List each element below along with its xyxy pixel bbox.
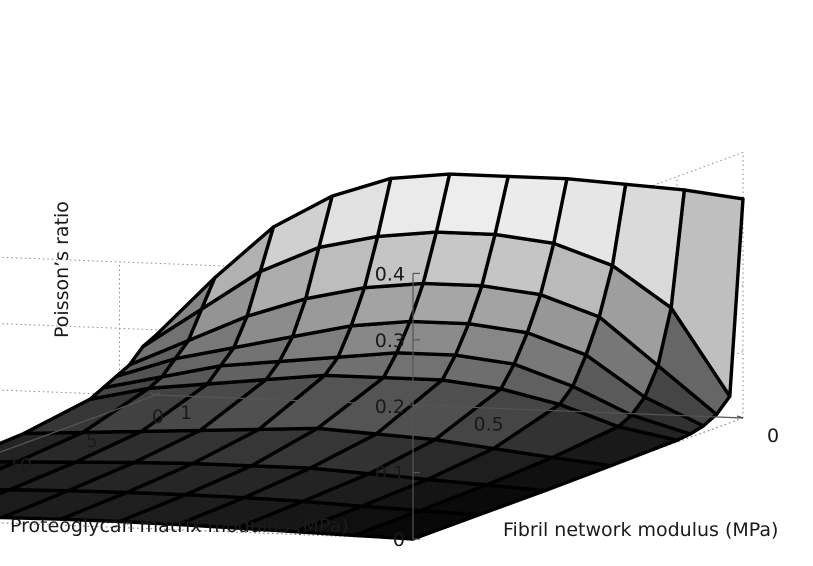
z-tick-label: 0.3 xyxy=(375,330,405,352)
x-tick-label: 0 xyxy=(152,406,164,428)
x-axis-line xyxy=(0,394,157,453)
x-tick-mark xyxy=(155,392,161,396)
z-tick-label: 0 xyxy=(393,529,405,551)
y-tick-label: 0.5 xyxy=(474,414,504,436)
y-axis-label: Proteoglycan matrix modulus (MPa) xyxy=(10,515,349,537)
y-tick-label: 0 xyxy=(767,425,779,447)
x-tick-label: 5 xyxy=(86,430,98,452)
y-tick-label: 1 xyxy=(180,402,192,424)
x-tick-mark xyxy=(23,440,29,444)
surface-patch xyxy=(141,276,217,349)
x-tick-label: 10 xyxy=(8,454,32,476)
y-tick-mark xyxy=(149,392,157,396)
z-tick-label: 0.1 xyxy=(375,463,405,485)
z-tick-label: 0.4 xyxy=(375,263,405,285)
z-tick-label: 0.2 xyxy=(375,396,405,418)
z-axis-label: Poisson’s ratio xyxy=(51,201,73,338)
surface-layer xyxy=(0,172,745,541)
x-tick-mark xyxy=(89,416,95,420)
axis-layer: 00.10.20.30.400.510510152025 xyxy=(0,263,779,551)
y-tick-mark xyxy=(736,415,744,419)
x-axis-label: Fibril network modulus (MPa) xyxy=(503,519,778,541)
y-tick-mark xyxy=(443,403,450,408)
